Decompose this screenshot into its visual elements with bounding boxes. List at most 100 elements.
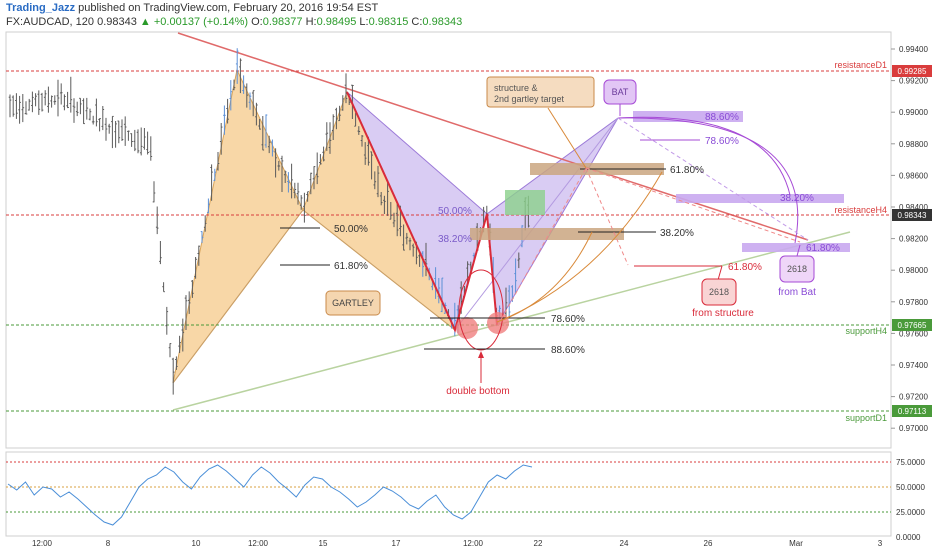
rsi-pane-frame	[5, 451, 892, 537]
fib-label-11: 38.20%	[780, 193, 814, 204]
x-tick-label: 12:00	[32, 539, 53, 548]
low-label: L:	[359, 16, 369, 28]
fib-label-10: 78.60%	[705, 136, 739, 147]
resistanceD1-label: resistanceD1	[834, 60, 887, 70]
fib-label-3: 78.60%	[551, 314, 585, 325]
fib-label-5: 38.20%	[660, 228, 694, 239]
structure-note-pointer	[547, 107, 587, 169]
x-tick-label: 24	[620, 539, 629, 548]
structure-note-box	[486, 76, 595, 108]
supportH4-tag-text: 0.97665	[898, 321, 927, 330]
high-label: H:	[305, 16, 317, 28]
double-bottom-label: double bottom	[446, 386, 509, 397]
bat-pattern-2	[486, 117, 619, 327]
double-bottom-circle-2	[487, 312, 509, 334]
structure-note-line2: 2nd gartley target	[494, 94, 565, 104]
y-tick-label: 0.97600	[899, 329, 928, 338]
published-text: published on TradingView.com, February 2…	[78, 2, 379, 14]
x-tick-label: 8	[106, 539, 111, 548]
bat-label: BAT	[612, 87, 629, 97]
y-tick-label: 0.99200	[899, 77, 928, 86]
main-pane-frame	[5, 31, 892, 449]
fib-label-8: 61.80%	[728, 262, 762, 273]
chart-header: Trading_Jazz published on TradingView.co…	[0, 0, 932, 30]
fib-label-4: 88.60%	[551, 345, 585, 356]
y-tick-label: 0.97400	[899, 361, 928, 370]
fib-label-7: 38.20%	[438, 234, 472, 245]
bat-2618-box	[779, 255, 815, 283]
author-link[interactable]: Trading_Jazz	[6, 2, 76, 14]
structure-note-line1: structure &	[494, 83, 538, 93]
close-value: 0.98343	[422, 16, 463, 28]
supportD1-tag-text: 0.97113	[898, 407, 927, 416]
green-target-box	[505, 190, 545, 215]
fib-labels: 50.00% 61.80% 78.60% 88.60% 38.20% 61.80…	[334, 112, 840, 356]
publisher-line: Trading_Jazz published on TradingView.co…	[6, 2, 378, 14]
bat-dashed-line	[617, 117, 809, 241]
y-axis: 0.99400 0.99200 0.99000 0.98800 0.98600 0.984…	[891, 45, 928, 433]
structure-2618-box	[701, 278, 737, 306]
bat-diagonal	[454, 117, 619, 331]
fib-label-13: 50.00%	[438, 206, 472, 217]
rsi-axis: 75.0000 50.0000 25.0000 0.0000	[896, 458, 925, 542]
y-tick-label: 0.97200	[899, 393, 928, 402]
x-tick-label: 15	[319, 539, 328, 548]
change-value: +0.00137 (+0.14%)	[153, 16, 249, 28]
rsi-tick-label: 75.0000	[896, 458, 925, 467]
supportD1-label: supportD1	[845, 413, 887, 423]
trendline-resistance	[177, 32, 809, 241]
y-tick-label: 0.98400	[899, 203, 928, 212]
structure-projection-dashed-1	[497, 167, 587, 326]
x-tick-label: 3	[878, 539, 883, 548]
bat-fib-box-6180	[742, 243, 850, 252]
fib-label-12: 61.80%	[806, 243, 840, 254]
high-value: 0.98495	[316, 16, 357, 28]
y-tick-label: 0.97800	[899, 298, 928, 307]
red-structure-line	[346, 91, 498, 333]
rsi-tick-label: 0.0000	[896, 533, 921, 542]
x-tick-label: 26	[704, 539, 713, 548]
gartley-label-box	[325, 290, 381, 316]
bat-fib-box-8860	[633, 111, 743, 122]
supportH4-label: supportH4	[845, 326, 887, 336]
x-axis: 12:00 8 10 12:00 15 17 12:00 22 24 26 Mar 3	[32, 539, 883, 548]
double-bottom-circle-1	[456, 317, 478, 339]
supportD1-tag	[892, 405, 932, 417]
y-tick-label: 0.98200	[899, 235, 928, 244]
from-bat-label: from Bat	[778, 287, 816, 298]
change-indicator: ▲	[139, 16, 151, 28]
symbol-label: FX:AUDCAD, 120	[6, 16, 95, 28]
resistanceD1-tag-text: 0.99285	[898, 67, 927, 76]
x-tick-label: Mar	[789, 539, 803, 548]
supportH4-tag	[892, 319, 932, 331]
x-tick-label: 12:00	[463, 539, 484, 548]
resistanceH4-label: resistanceH4	[834, 205, 887, 215]
close-label: C:	[411, 16, 423, 28]
gartley-xb-line	[172, 209, 304, 384]
fib-label-2: 61.80%	[334, 261, 368, 272]
ohlc-line: FX:AUDCAD, 120 0.98343 ▲ +0.00137 (+0.14…	[6, 16, 462, 28]
double-bottom-ellipse	[458, 269, 504, 351]
structure-2618-label: 2618	[709, 287, 729, 297]
structure-projection-dashed-2	[585, 167, 629, 266]
open-value: 0.98377	[262, 16, 303, 28]
rsi-tick-label: 50.0000	[896, 483, 925, 492]
bat-arc-2	[617, 117, 799, 244]
fib-label-1: 50.00%	[334, 224, 368, 235]
resistanceD1-tag	[892, 65, 932, 77]
x-tick-label: 17	[392, 539, 401, 548]
y-tick-label: 0.98000	[899, 266, 928, 275]
y-tick-label: 0.99400	[899, 45, 928, 54]
gartley-label: GARTLEY	[332, 298, 374, 308]
bat-2618-label: 2618	[787, 264, 807, 274]
gartley-xab-left	[172, 68, 304, 384]
bat-arc-1	[617, 116, 791, 196]
trendline-support	[172, 231, 851, 411]
y-tick-label: 0.99000	[899, 108, 928, 117]
low-value: 0.98315	[368, 16, 409, 28]
x-tick-label: 22	[534, 539, 543, 548]
x-tick-label: 10	[192, 539, 201, 548]
y-tick-label: 0.98800	[899, 140, 928, 149]
y-tick-label: 0.98600	[899, 171, 928, 180]
